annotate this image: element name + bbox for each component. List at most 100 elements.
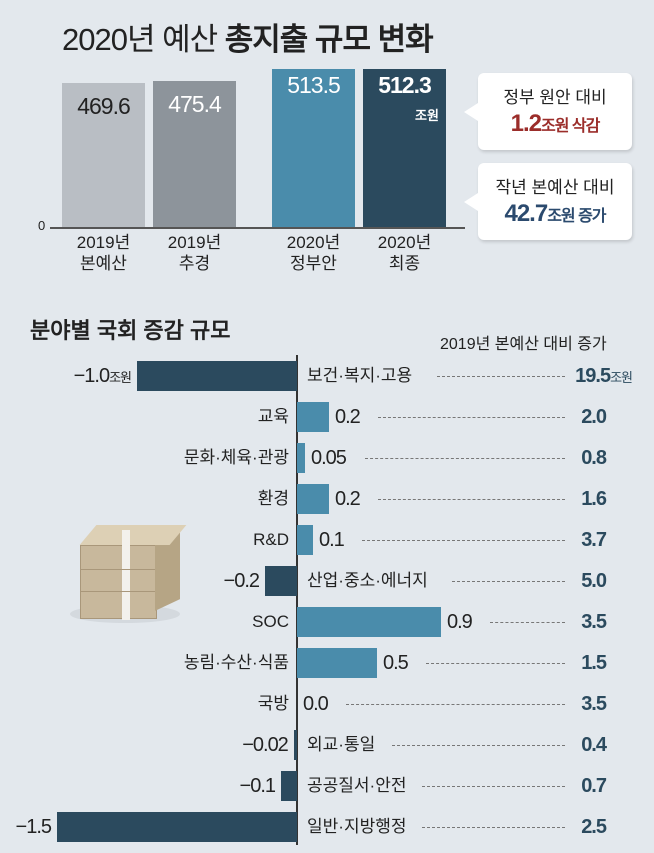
increase-vs-2019: 0.7 [581, 775, 607, 797]
category-label: 외교·통일 [307, 735, 376, 754]
value-label: 0.1 [319, 529, 345, 551]
bar [363, 69, 446, 227]
leader-line [392, 745, 565, 746]
value-label: −0.2 [223, 570, 260, 592]
bar-value-label: 512.3 [378, 72, 432, 99]
callout-vs-last-year: 작년 본예산 대비 42.7조원 증가 [464, 163, 632, 240]
right-column-header: 2019년 본예산 대비 증가 [440, 336, 607, 353]
bar [297, 607, 441, 637]
category-label: 일반·지방행정 [307, 817, 407, 836]
value-label: 0.5 [383, 652, 409, 674]
bar [62, 83, 145, 227]
category-label: 산업·중소·에너지 [307, 571, 428, 590]
value-label: 0.9 [447, 611, 473, 633]
increase-vs-2019: 19.5조원 [575, 365, 633, 387]
callout-vs-gov-proposal: 정부 원안 대비 1.2조원 삭감 [464, 73, 632, 150]
category-label: SOC [252, 612, 289, 631]
callout-unit: 조원 증가 [547, 208, 606, 225]
increase-vs-2019: 2.5 [581, 816, 607, 838]
sector-row: 교육 0.2 2.0 [0, 399, 654, 435]
sector-row: 산업·중소·에너지 −0.2 5.0 [0, 563, 654, 599]
category-label: 보건·복지·고용 [307, 366, 413, 385]
increase-vs-2019: 1.5 [581, 652, 607, 674]
unit-label: 조원 [415, 108, 439, 124]
bar [297, 484, 329, 514]
zero-axis [296, 355, 298, 845]
value-label: −1.0조원 [73, 365, 132, 387]
bar-value-label: 469.6 [77, 93, 131, 119]
category-label: 문화·체육·관광 [183, 448, 289, 467]
callout-text: 작년 본예산 대비 [495, 178, 615, 197]
increase-vs-2019: 3.5 [581, 611, 607, 633]
title-normal: 2020년 예산 [62, 22, 225, 57]
leader-line [378, 417, 565, 418]
increase-vs-2019: 1.6 [581, 488, 607, 510]
unit-label: 조원 [610, 370, 633, 385]
bar [265, 566, 297, 596]
leader-line [452, 581, 565, 582]
sector-row: 외교·통일 −0.02 0.4 [0, 727, 654, 763]
bar [281, 771, 297, 801]
leader-line [346, 704, 565, 705]
callout-unit: 조원 삭감 [541, 118, 600, 135]
leader-line [362, 540, 565, 541]
bar [297, 648, 377, 678]
category-label: 교육 [257, 407, 289, 426]
title-bold: 총지출 규모 변화 [224, 22, 434, 57]
bar [57, 812, 297, 842]
bar [153, 81, 236, 227]
bar [297, 402, 329, 432]
sector-chart-title: 분야별 국회 증감 규모 [30, 318, 231, 343]
money-stack-illustration [70, 525, 190, 625]
callout-value: 42.7 [504, 200, 548, 227]
value-label: 0.2 [335, 488, 361, 510]
sector-row: 환경 0.2 1.6 [0, 481, 654, 517]
sector-row: 국방 0.0 3.5 [0, 686, 654, 722]
leader-line [426, 663, 565, 664]
category-label: 농림·수산·식품 [183, 653, 289, 672]
sector-row: R&D 0.1 3.7 [0, 522, 654, 558]
category-label: 2020년 최종 [377, 233, 432, 273]
leader-line [437, 376, 565, 377]
category-label: 2019년 본예산 [76, 233, 131, 273]
bar [293, 730, 297, 760]
leader-line [490, 622, 565, 623]
sector-row: 일반·지방행정 −1.5 2.5 [0, 809, 654, 845]
top-chart-title: 2020년 예산 총지출 규모 변화 [62, 14, 434, 59]
value-label: 0.2 [335, 406, 361, 428]
leader-line [422, 786, 565, 787]
value-label: 0.05 [311, 447, 347, 469]
unit-label: 조원 [109, 370, 132, 385]
leader-line [422, 827, 565, 828]
value-label: −0.02 [242, 734, 289, 756]
bar [272, 68, 355, 227]
category-label: 국방 [257, 694, 289, 713]
value-label: 0.0 [303, 693, 329, 715]
increase-vs-2019: 0.8 [581, 447, 607, 469]
increase-vs-2019: 5.0 [581, 570, 607, 592]
bar [137, 361, 297, 391]
sector-row: 문화·체육·관광 0.05 0.8 [0, 440, 654, 476]
baseline-label: 0 [38, 218, 46, 233]
sector-row: SOC 0.9 3.5 [0, 604, 654, 640]
increase-vs-2019: 3.7 [581, 529, 607, 551]
category-label: 환경 [257, 489, 289, 508]
value-label: −0.1 [239, 775, 276, 797]
category-label: 2020년 정부안 [286, 233, 341, 273]
category-label: 2019년 추경 [167, 233, 222, 273]
leader-line [378, 499, 565, 500]
bar [297, 443, 305, 473]
category-label: R&D [253, 530, 289, 549]
increase-vs-2019: 0.4 [581, 734, 607, 756]
increase-vs-2019: 3.5 [581, 693, 607, 715]
callout-text: 정부 원안 대비 [503, 88, 607, 107]
leader-line [365, 458, 565, 459]
sector-row: 공공질서·안전 −0.1 0.7 [0, 768, 654, 804]
sector-row: 보건·복지·고용 −1.0조원 19.5조원 [0, 358, 654, 394]
value-label: −1.5 [15, 816, 52, 838]
bar [297, 525, 313, 555]
bar-value-label: 513.5 [287, 71, 341, 98]
category-label: 공공질서·안전 [307, 776, 407, 795]
bar-value-label: 475.4 [168, 91, 222, 118]
